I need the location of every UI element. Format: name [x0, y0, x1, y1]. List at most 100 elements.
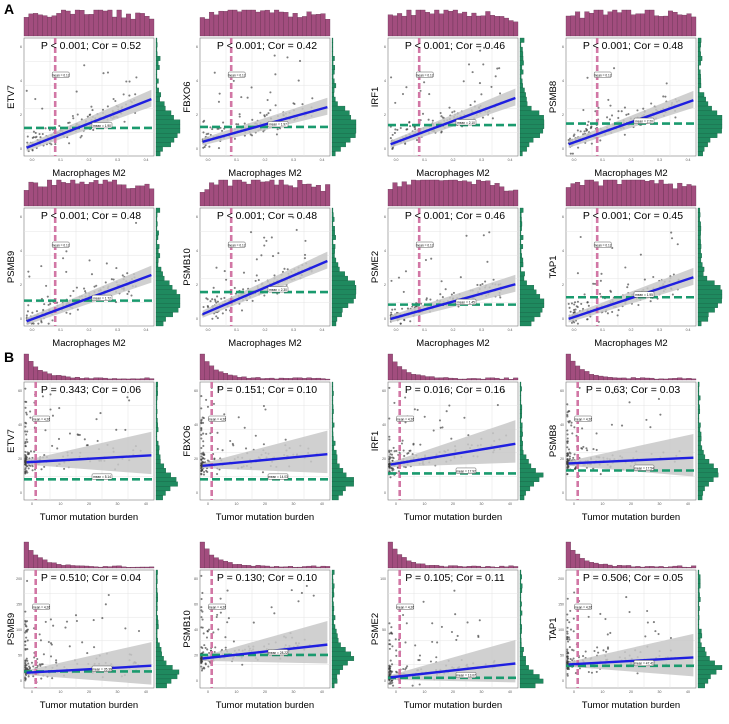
data-point: [646, 609, 649, 613]
data-point: [671, 293, 674, 296]
top-histogram-bar: [88, 378, 94, 381]
top-histogram-bar: [429, 13, 435, 37]
data-point: [312, 594, 315, 597]
data-point: [568, 451, 571, 454]
data-point: [24, 640, 27, 643]
data-point: [566, 672, 569, 676]
x-tick-label: 0.2: [629, 158, 634, 162]
right-histogram-bar: [331, 105, 346, 111]
data-point: [55, 661, 58, 664]
data-point: [465, 234, 468, 237]
top-histogram-bar: [320, 13, 326, 37]
top-histogram-bar: [565, 541, 571, 569]
right-histogram-bar: [697, 133, 718, 138]
top-histogram-bar: [575, 553, 581, 569]
data-point: [586, 301, 589, 304]
right-histogram-bar: [155, 96, 160, 102]
top-histogram-bar: [452, 9, 458, 37]
data-point: [566, 674, 569, 677]
data-point: [217, 100, 220, 103]
top-histogram-bar: [406, 9, 412, 37]
top-histogram-bar: [37, 557, 43, 569]
top-histogram-bar: [250, 377, 256, 381]
top-histogram-bar: [278, 377, 284, 381]
x-tick-label: 0.4: [686, 158, 691, 162]
right-histogram-bar: [697, 656, 710, 661]
data-point: [411, 684, 414, 687]
top-histogram-bar: [565, 353, 571, 381]
right-histogram-bar: [331, 449, 337, 455]
data-point: [126, 396, 129, 399]
right-histogram-bar: [697, 678, 709, 684]
y-tick-label: 4: [562, 79, 564, 83]
data-point: [284, 438, 287, 441]
x-tick-label: 10: [59, 690, 63, 694]
data-point: [265, 239, 268, 242]
data-point: [467, 434, 470, 437]
top-histogram-bar: [112, 378, 118, 381]
data-point: [606, 633, 609, 636]
data-point: [32, 130, 35, 133]
right-histogram-bar: [155, 51, 158, 57]
data-point: [617, 116, 620, 119]
data-point: [43, 465, 46, 468]
top-histogram-bar: [28, 550, 34, 569]
y-tick-label: 0: [384, 147, 386, 151]
top-histogram-bar: [466, 15, 472, 37]
data-point: [26, 648, 29, 651]
top-histogram-bar: [589, 374, 595, 381]
top-histogram-bar: [621, 565, 627, 569]
data-point: [274, 73, 277, 76]
data-point: [490, 85, 493, 88]
data-point: [24, 659, 27, 663]
x-axis-label: Tumor mutation burden: [40, 700, 138, 711]
data-point: [137, 630, 141, 633]
top-histogram-bar: [135, 12, 141, 37]
y-axis-label: IRF1: [370, 87, 381, 108]
top-histogram-bar: [320, 565, 326, 569]
data-point: [657, 397, 660, 401]
data-point: [578, 386, 581, 389]
data-point: [639, 253, 642, 256]
data-point: [477, 635, 480, 639]
top-histogram-bar: [677, 14, 683, 37]
plot-area: [565, 207, 697, 327]
top-histogram-bar: [37, 14, 43, 37]
top-histogram-bar: [297, 180, 303, 207]
data-point: [200, 597, 203, 601]
y-tick-label: 40: [18, 423, 22, 427]
data-point: [624, 266, 627, 269]
right-histogram-bar: [331, 592, 335, 598]
data-point: [213, 71, 216, 74]
data-point: [105, 262, 108, 265]
data-point: [202, 432, 205, 435]
data-point: [568, 420, 571, 423]
right-histogram-bar: [155, 119, 181, 125]
top-histogram-bar: [387, 189, 393, 207]
data-point: [216, 300, 219, 303]
data-point: [267, 112, 270, 115]
top-histogram-bar: [607, 564, 613, 569]
top-histogram-bar: [503, 190, 509, 207]
data-point: [486, 260, 489, 263]
data-point: [266, 98, 269, 102]
top-histogram-bar: [199, 541, 205, 569]
top-histogram-bar: [292, 377, 298, 381]
data-point: [573, 453, 576, 456]
data-point: [566, 660, 569, 664]
data-point: [566, 648, 569, 651]
data-point: [252, 621, 255, 624]
right-histogram-bar: [697, 490, 704, 496]
top-histogram-bar: [503, 17, 509, 37]
data-point: [26, 310, 29, 313]
top-histogram-bar: [306, 11, 312, 37]
data-point: [88, 259, 91, 262]
top-histogram-bar: [640, 13, 646, 37]
data-point: [592, 467, 595, 470]
x-tick-label: 0.4: [686, 328, 691, 332]
data-point: [569, 310, 572, 313]
data-point: [68, 645, 71, 648]
x-tick-label: 20: [263, 690, 267, 694]
right-histogram-bar: [697, 207, 701, 213]
